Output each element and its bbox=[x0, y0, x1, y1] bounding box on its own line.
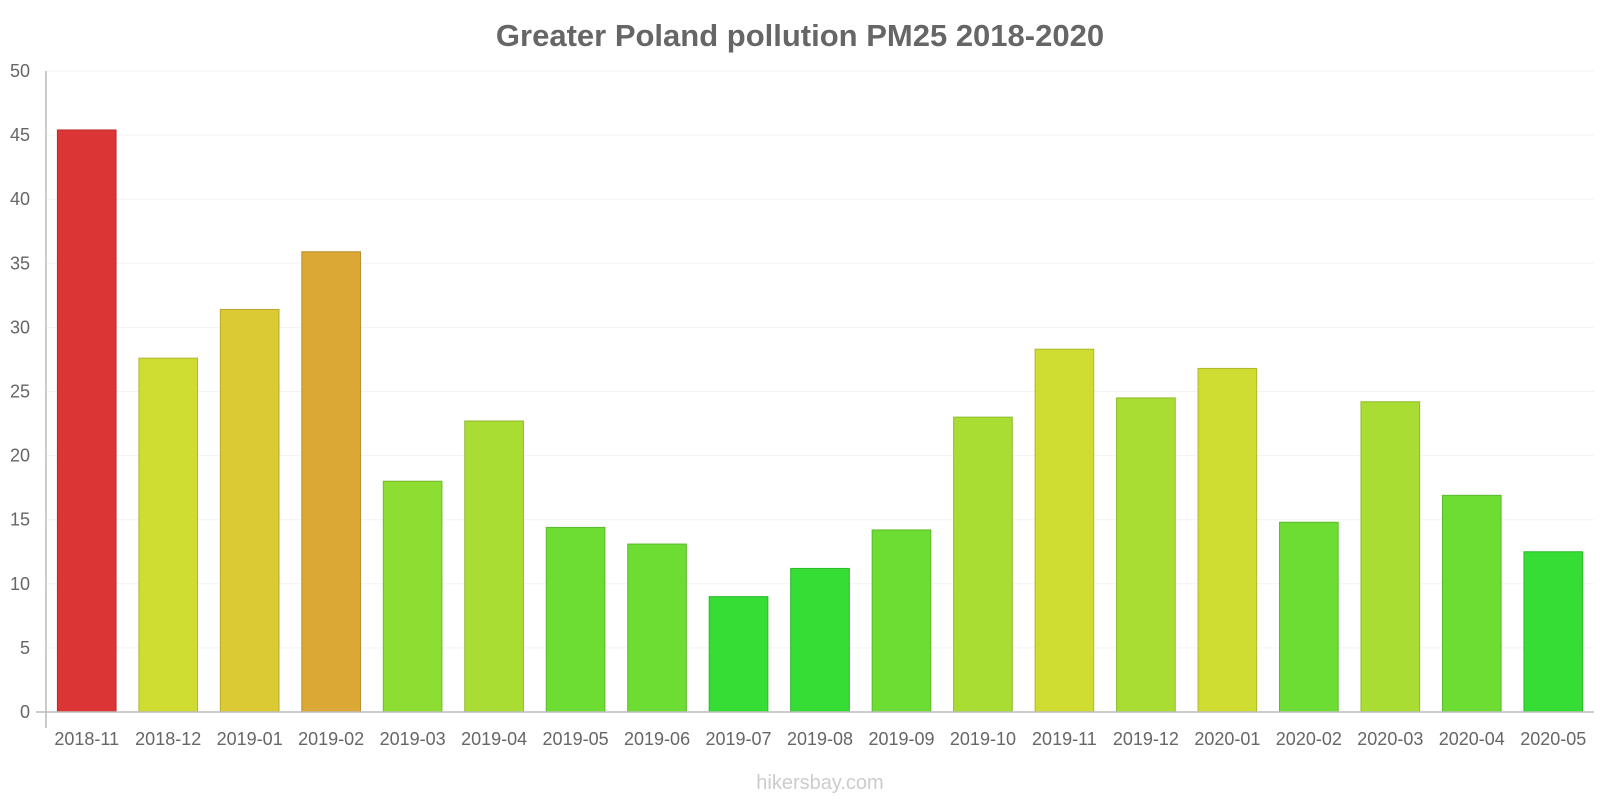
y-tick-label: 20 bbox=[10, 446, 30, 466]
bar-2019-01 bbox=[219, 308, 280, 713]
x-axis-labels: 2018-11 2018-12 2019-01 2019-02 2019-03 2019-… bbox=[54, 729, 1586, 749]
y-tick-label: 40 bbox=[10, 189, 30, 209]
chart-title: Greater Poland pollution PM25 2018-2020 bbox=[496, 18, 1104, 53]
bar-2019-09 bbox=[871, 529, 932, 713]
bar-2020-03 bbox=[1360, 401, 1421, 713]
x-tick-label: 2019-07 bbox=[705, 729, 771, 749]
x-tick-label: 2018-12 bbox=[135, 729, 201, 749]
y-tick-label: 30 bbox=[10, 317, 30, 337]
x-tick-label: 2020-01 bbox=[1194, 729, 1260, 749]
x-tick-label: 2020-04 bbox=[1439, 729, 1505, 749]
bar-2019-08 bbox=[790, 567, 850, 713]
bars bbox=[56, 129, 1584, 713]
x-tick-label: 2020-05 bbox=[1520, 729, 1586, 749]
y-tick-label: 0 bbox=[20, 702, 30, 722]
watermark: hikersbay.com bbox=[756, 772, 883, 794]
y-tick-label: 50 bbox=[10, 61, 30, 81]
x-tick-label: 2019-06 bbox=[624, 729, 690, 749]
y-tick-label: 25 bbox=[10, 382, 30, 402]
bar-2020-04 bbox=[1441, 494, 1502, 713]
y-axis-ticks: 0 5 10 15 20 25 30 35 40 45 50 bbox=[10, 61, 30, 722]
x-tick-label: 2019-01 bbox=[217, 729, 283, 749]
bar-2019-12 bbox=[1116, 397, 1176, 713]
y-tick-label: 5 bbox=[20, 638, 30, 658]
bar-2019-02 bbox=[301, 251, 361, 713]
x-tick-label: 2019-05 bbox=[543, 729, 609, 749]
bar-2019-06 bbox=[627, 543, 687, 713]
bar-2020-05 bbox=[1523, 551, 1584, 713]
bar-2019-05 bbox=[545, 526, 606, 713]
bar-2020-01 bbox=[1197, 367, 1258, 713]
x-tick-label: 2019-03 bbox=[380, 729, 446, 749]
x-tick-label: 2018-11 bbox=[54, 729, 119, 749]
x-tick-label: 2019-10 bbox=[950, 729, 1016, 749]
x-tick-label: 2019-11 bbox=[1032, 729, 1097, 749]
bar-2018-12 bbox=[138, 357, 199, 713]
y-tick-label: 15 bbox=[10, 510, 30, 530]
bar-2019-10 bbox=[953, 416, 1013, 713]
y-tick-label: 10 bbox=[10, 574, 30, 594]
bar-2019-07 bbox=[708, 596, 769, 713]
x-tick-label: 2019-08 bbox=[787, 729, 853, 749]
y-tick-label: 35 bbox=[10, 253, 30, 273]
x-tick-label: 2020-03 bbox=[1357, 729, 1423, 749]
bar-2020-02 bbox=[1279, 521, 1339, 713]
x-tick-label: 2019-02 bbox=[298, 729, 364, 749]
bar-2019-04 bbox=[464, 420, 524, 713]
bar-2019-11 bbox=[1034, 348, 1095, 713]
x-tick-label: 2019-04 bbox=[461, 729, 527, 749]
x-tick-label: 2020-02 bbox=[1276, 729, 1342, 749]
x-tick-label: 2019-12 bbox=[1113, 729, 1179, 749]
bar-2019-03 bbox=[382, 480, 443, 713]
x-tick-label: 2019-09 bbox=[868, 729, 934, 749]
y-tick-label: 45 bbox=[10, 125, 30, 145]
bar-2018-11 bbox=[56, 129, 117, 713]
